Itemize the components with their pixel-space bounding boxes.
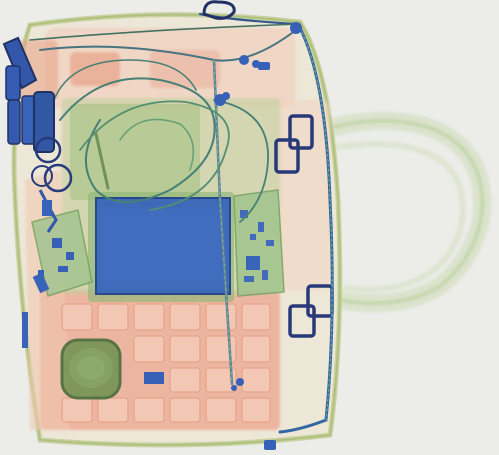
left-circuit-board: [31, 209, 93, 297]
zipper-pull: [290, 22, 302, 34]
metal-cluster: [2, 36, 73, 348]
cables: [53, 59, 269, 223]
frame-wires: [29, 12, 334, 434]
bag-handle: [321, 111, 492, 313]
fasteners: [214, 55, 276, 450]
round-object: [60, 338, 122, 400]
keypad-grid: [61, 303, 271, 423]
small-metal-part: [144, 372, 164, 384]
top-ring: [202, 0, 236, 20]
battery-block: [95, 197, 231, 295]
